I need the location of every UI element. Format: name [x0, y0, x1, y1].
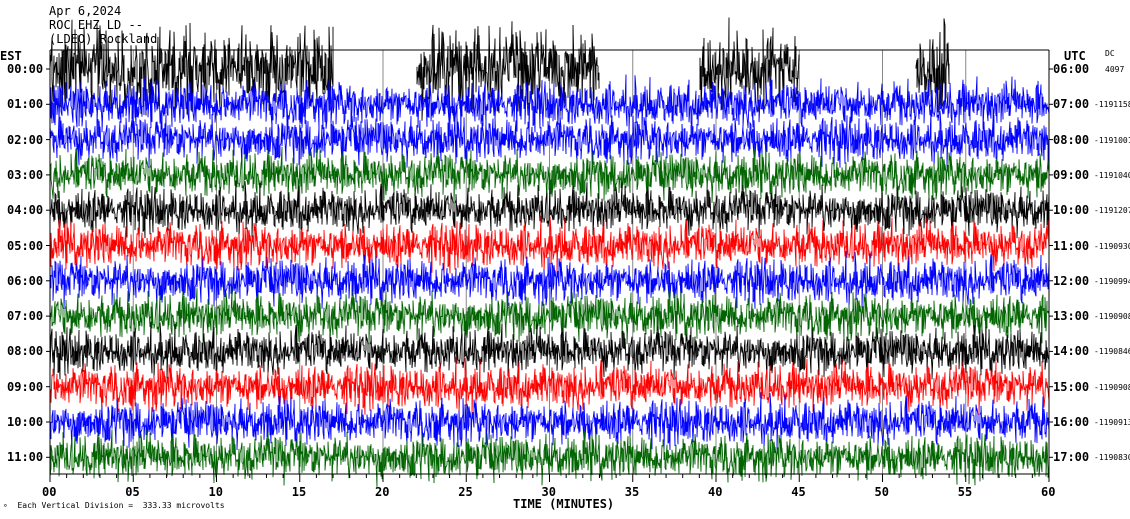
- row-label-right: 07:00: [1053, 97, 1090, 112]
- row-label-left: 09:00: [7, 379, 44, 394]
- row-label-left: 01:00: [7, 97, 44, 112]
- row-dc-value: -1190846: [1094, 347, 1130, 357]
- x-tick-label: 50: [874, 485, 889, 499]
- row-dc-value: -1191001: [1094, 135, 1130, 145]
- row-label-left: 04:00: [7, 203, 44, 218]
- row-label-right: 15:00: [1053, 379, 1090, 394]
- x-tick-label: 40: [708, 485, 723, 499]
- row-dc-value: -1191158: [1094, 100, 1130, 110]
- trace-line: [49, 392, 1050, 452]
- scale-text: Each Vertical Division = 333.33 microvol…: [17, 501, 225, 510]
- row-label-right: 08:00: [1053, 132, 1090, 147]
- header-station: ROC EHZ LD --: [49, 18, 143, 32]
- left-timezone-label: EST: [0, 49, 22, 63]
- row-dc-value: -1190994: [1094, 276, 1130, 286]
- row-label-left: 05:00: [7, 238, 44, 253]
- footer-mark: ∘: [3, 501, 8, 510]
- header-network: (LDEO) Rockland: [49, 32, 158, 46]
- row-dc-value: -1191207: [1094, 206, 1130, 216]
- axis-frame: [46, 49, 1053, 482]
- x-tick-label: 25: [458, 485, 473, 499]
- x-tick-label: 30: [541, 485, 556, 499]
- row-label-left: 10:00: [7, 415, 44, 429]
- trace-line: [49, 215, 1050, 274]
- x-tick-label: 15: [291, 485, 307, 499]
- row-label-left: 06:00: [7, 273, 44, 288]
- trace-line: [49, 180, 1050, 240]
- x-tick-label: 05: [125, 485, 140, 499]
- x-tick-label: 45: [791, 485, 806, 499]
- row-label-right: 14:00: [1053, 344, 1090, 359]
- row-dc-value: -1190908: [1094, 382, 1130, 392]
- row-label-right: 16:00: [1053, 415, 1090, 429]
- trace-line: [49, 146, 1050, 205]
- dc-label: DC: [1105, 49, 1115, 58]
- trace-line: [49, 429, 1050, 487]
- row-dc-value: -1190913: [1094, 418, 1130, 427]
- row-label-right: 09:00: [1053, 167, 1090, 182]
- row-dc-value: -1190908: [1094, 312, 1130, 322]
- row-label-right: 12:00: [1053, 273, 1090, 288]
- x-tick-label: 00: [42, 485, 57, 499]
- x-tick-label: 10: [208, 485, 223, 499]
- row-dc-value: -1191040: [1094, 170, 1130, 180]
- row-label-left: 07:00: [7, 309, 44, 324]
- trace-line: [49, 288, 1050, 346]
- row-dc-value: -1190930: [1094, 241, 1130, 251]
- x-axis-title: TIME (MINUTES): [513, 497, 615, 511]
- trace-line: [49, 74, 1050, 133]
- trace-line: [49, 109, 1050, 170]
- trace-line: [49, 356, 1050, 415]
- x-tick-label: 20: [375, 485, 390, 499]
- row-dc-value: -1190830: [1094, 453, 1130, 463]
- x-tick-label: 55: [957, 485, 973, 499]
- trace-line: [49, 250, 1050, 311]
- row-label-right: 06:00: [1053, 62, 1090, 76]
- row-label-right: 11:00: [1053, 238, 1090, 253]
- row-label-left: 11:00: [7, 450, 44, 465]
- x-tick-label: 35: [624, 485, 640, 499]
- row-label-left: 02:00: [7, 132, 44, 147]
- scale-footer: ∘ Each Vertical Division = 333.33 microv…: [3, 501, 225, 510]
- trace-line: [49, 321, 1050, 382]
- row-dc-value: 4097: [1105, 65, 1125, 74]
- right-timezone-label: UTC: [1064, 49, 1086, 63]
- row-label-right: 13:00: [1053, 309, 1090, 324]
- x-tick-label: 60: [1041, 485, 1056, 499]
- row-label-left: 08:00: [7, 344, 44, 359]
- header-date: Apr 6,2024: [49, 4, 122, 18]
- row-label-right: 10:00: [1053, 203, 1090, 218]
- trace-layer: [49, 17, 1050, 487]
- row-label-left: 03:00: [7, 167, 44, 182]
- row-label-left: 00:00: [7, 62, 44, 76]
- trace-line: [49, 17, 1050, 121]
- row-label-right: 17:00: [1053, 450, 1090, 465]
